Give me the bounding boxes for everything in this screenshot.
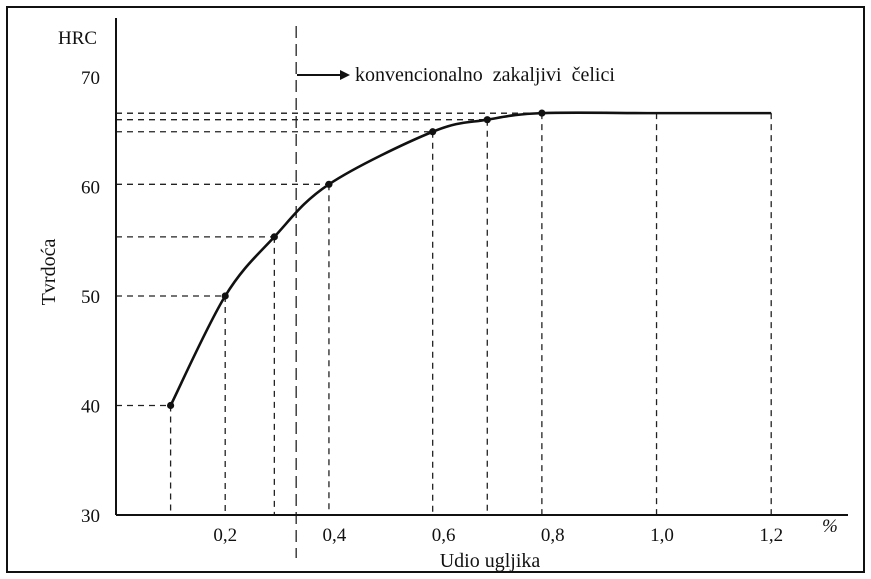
y-tick-label: 30 bbox=[81, 506, 100, 527]
x-tick-label: 1,0 bbox=[650, 525, 674, 546]
x-axis-title: Udio ugljika bbox=[440, 550, 541, 572]
threshold-annotation: konvencionalno zakaljivi čelici bbox=[297, 64, 615, 86]
x-tick-label: 0,2 bbox=[213, 525, 237, 546]
y-axis-title: Tvrdoća bbox=[38, 239, 60, 306]
hardness-curve bbox=[169, 111, 772, 407]
data-point bbox=[167, 401, 175, 410]
y-tick-label: 70 bbox=[81, 68, 100, 89]
data-point bbox=[325, 180, 333, 188]
x-tick-label: 0,6 bbox=[432, 525, 456, 546]
x-tick-label: 0,4 bbox=[323, 525, 347, 546]
data-point bbox=[538, 109, 546, 117]
arrow-head-icon bbox=[340, 70, 350, 80]
figure-frame bbox=[6, 6, 865, 573]
axes bbox=[115, 18, 848, 516]
y-tick-label: 50 bbox=[81, 287, 100, 308]
x-axis-unit: % bbox=[822, 516, 838, 537]
guide-lines bbox=[116, 26, 772, 558]
tick-labels: 30 40 50 60 70 0,2 0,4 0,6 0,8 1,0 1,2 bbox=[81, 68, 783, 546]
data-point bbox=[270, 233, 278, 241]
y-tick-label: 60 bbox=[81, 178, 100, 199]
threshold-label: konvencionalno zakaljivi čelici bbox=[355, 64, 615, 86]
data-point bbox=[221, 292, 229, 300]
data-point bbox=[483, 116, 491, 124]
data-point bbox=[429, 128, 437, 136]
y-axis-unit: HRC bbox=[58, 28, 97, 49]
x-tick-label: 0,8 bbox=[541, 525, 565, 546]
data-series bbox=[167, 109, 772, 410]
y-tick-label: 40 bbox=[81, 397, 100, 418]
x-tick-label: 1,2 bbox=[759, 525, 783, 546]
